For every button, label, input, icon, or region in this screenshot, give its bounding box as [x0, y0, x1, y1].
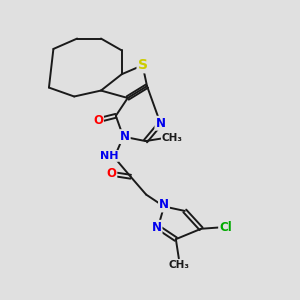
- Text: Cl: Cl: [219, 221, 232, 234]
- Text: N: N: [155, 117, 165, 130]
- Text: NH: NH: [100, 151, 118, 161]
- Text: O: O: [93, 114, 103, 127]
- Text: N: N: [159, 199, 169, 212]
- Text: CH₃: CH₃: [168, 260, 189, 270]
- Text: N: N: [120, 130, 130, 143]
- Text: CH₃: CH₃: [162, 133, 183, 143]
- Text: S: S: [138, 58, 148, 72]
- Text: N: N: [152, 221, 161, 234]
- Text: O: O: [106, 167, 116, 180]
